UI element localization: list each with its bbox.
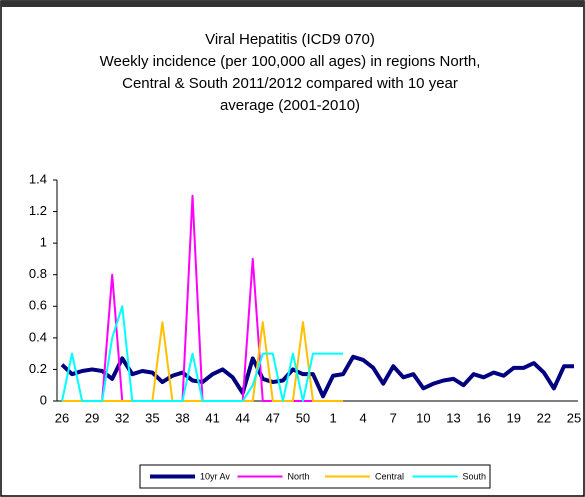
x-tick-label: 47 (266, 410, 280, 425)
chart-title: Viral Hepatitis (ICD9 070) (205, 31, 375, 48)
x-tick-label: 26 (55, 410, 69, 425)
y-tick-label: 1.4 (29, 171, 47, 186)
x-tick-label: 19 (507, 410, 521, 425)
y-tick-label: 0.6 (29, 298, 47, 313)
y-tick-label: 0.4 (29, 329, 47, 344)
x-tick-label: 32 (115, 410, 129, 425)
x-tick-label: 13 (446, 410, 460, 425)
x-tick-label: 4 (360, 410, 367, 425)
frame-top (1, 1, 584, 7)
y-tick-label: 0.2 (29, 361, 47, 376)
legend-box (139, 464, 491, 489)
y-tick-label: 0.8 (29, 266, 47, 281)
y-tick-label: 1 (40, 235, 47, 250)
legend-label: South (463, 471, 487, 481)
chart-title: Weekly incidence (per 100,000 all ages) … (100, 53, 481, 70)
x-tick-label: 1 (329, 410, 336, 425)
y-tick-label: 0 (40, 392, 47, 407)
x-tick-label: 38 (175, 410, 189, 425)
x-tick-label: 7 (390, 410, 397, 425)
legend-label: 10yr Av (200, 471, 230, 481)
series-line (61, 305, 344, 402)
legend-label: Central (375, 471, 404, 481)
x-tick-label: 22 (537, 410, 551, 425)
chart-title: Central & South 2011/2012 compared with … (122, 75, 458, 92)
chart-title: average (2001-2010) (220, 97, 360, 114)
x-tick-label: 16 (476, 410, 490, 425)
x-tick-label: 10 (416, 410, 430, 425)
y-tick-label: 1.2 (29, 203, 47, 218)
x-tick-label: 41 (205, 410, 219, 425)
series-line (60, 354, 574, 399)
x-tick-label: 29 (85, 410, 99, 425)
x-tick-label: 44 (235, 410, 249, 425)
legend-label: North (288, 471, 310, 481)
x-tick-label: 35 (145, 410, 159, 425)
x-tick-label: 50 (296, 410, 310, 425)
x-tick-label: 25 (567, 410, 581, 425)
